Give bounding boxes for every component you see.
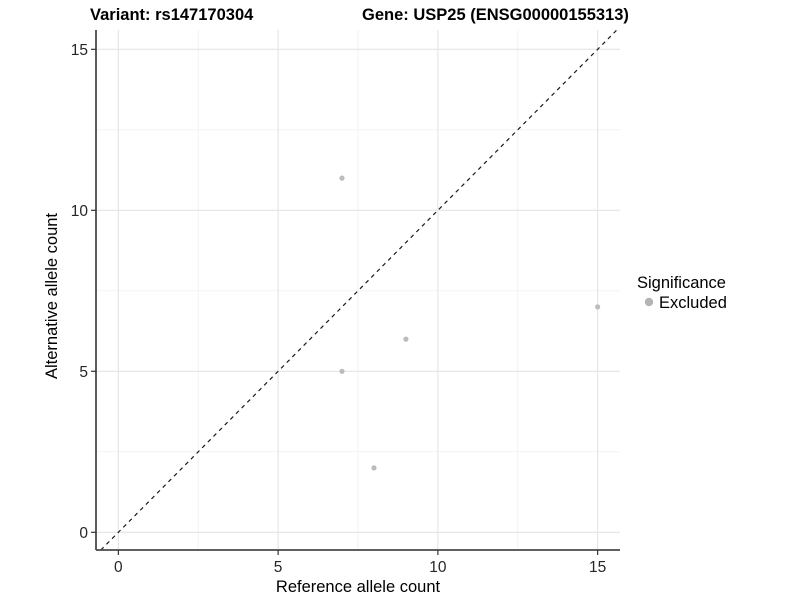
x-tick-label: 5 <box>274 559 283 576</box>
legend-item-label: Excluded <box>659 294 727 312</box>
identity-reference-line <box>100 29 618 551</box>
y-tick-label: 15 <box>71 42 88 59</box>
x-tick-label: 10 <box>429 559 447 576</box>
data-point <box>371 465 377 471</box>
y-axis-title: Alternative allele count <box>43 213 61 379</box>
data-point <box>339 175 345 181</box>
data-point <box>339 368 345 374</box>
gridlines <box>96 30 620 550</box>
y-tick-label: 5 <box>79 364 88 381</box>
legend-title: Significance <box>637 274 726 292</box>
data-points <box>339 175 601 471</box>
plot-title-variant: Variant: rs147170304 <box>90 6 254 24</box>
legend-point-icon <box>644 297 654 307</box>
x-axis-title: Reference allele count <box>276 578 441 596</box>
axes: 0 5 10 15 0 5 10 15 <box>71 30 620 576</box>
plot-title-gene: Gene: USP25 (ENSG00000155313) <box>362 6 629 24</box>
x-tick-label: 0 <box>114 559 123 576</box>
y-tick-label: 10 <box>71 203 89 220</box>
identity-line <box>100 29 618 551</box>
data-point <box>403 336 409 342</box>
x-tick-label: 15 <box>589 559 606 576</box>
y-tick-label: 0 <box>79 525 88 542</box>
legend: Significance Excluded <box>637 274 727 312</box>
data-point <box>595 304 601 310</box>
